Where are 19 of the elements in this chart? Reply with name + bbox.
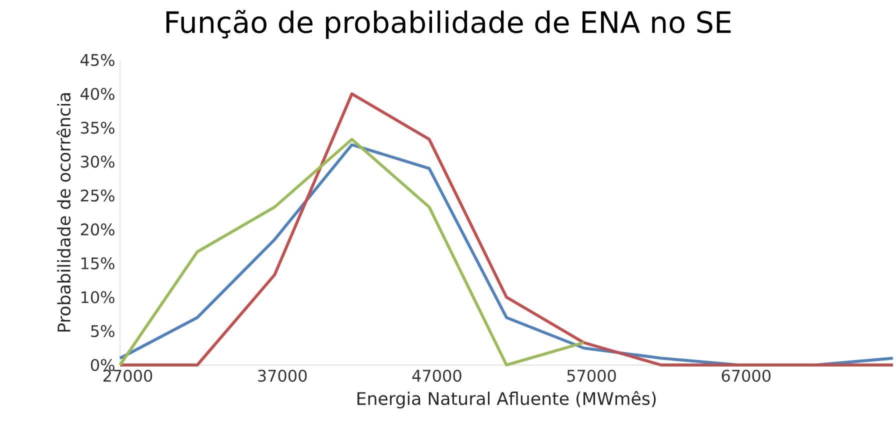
y-tick-label: 45% [80,54,114,66]
y-tick-label: 35% [80,122,114,134]
y-tick-label: 40% [80,88,114,100]
y-tick-label: 30% [80,156,114,168]
x-tick-label: 47000 [412,370,462,382]
chart-title: Função de probabilidade de ENA no SE [166,10,731,39]
y-axis-title: Probabilidade de ocorrência [56,93,71,332]
x-tick-label: 27000 [103,370,152,382]
x-tick-label: 57000 [567,370,616,382]
x-tick-label: 67000 [722,370,771,382]
y-tick-label: 20% [80,223,114,236]
x-axis-title: Energia Natural Afluente (MWmês) [358,390,656,408]
x-tick-label: 37000 [258,370,307,382]
y-tick-label: 25% [80,190,114,202]
y-tick-label: 0% [90,358,114,372]
y-tick-label: 10% [81,291,114,304]
y-tick-label: 5% [91,325,114,338]
line-series [118,138,586,366]
y-tick-label: 15% [81,257,114,270]
